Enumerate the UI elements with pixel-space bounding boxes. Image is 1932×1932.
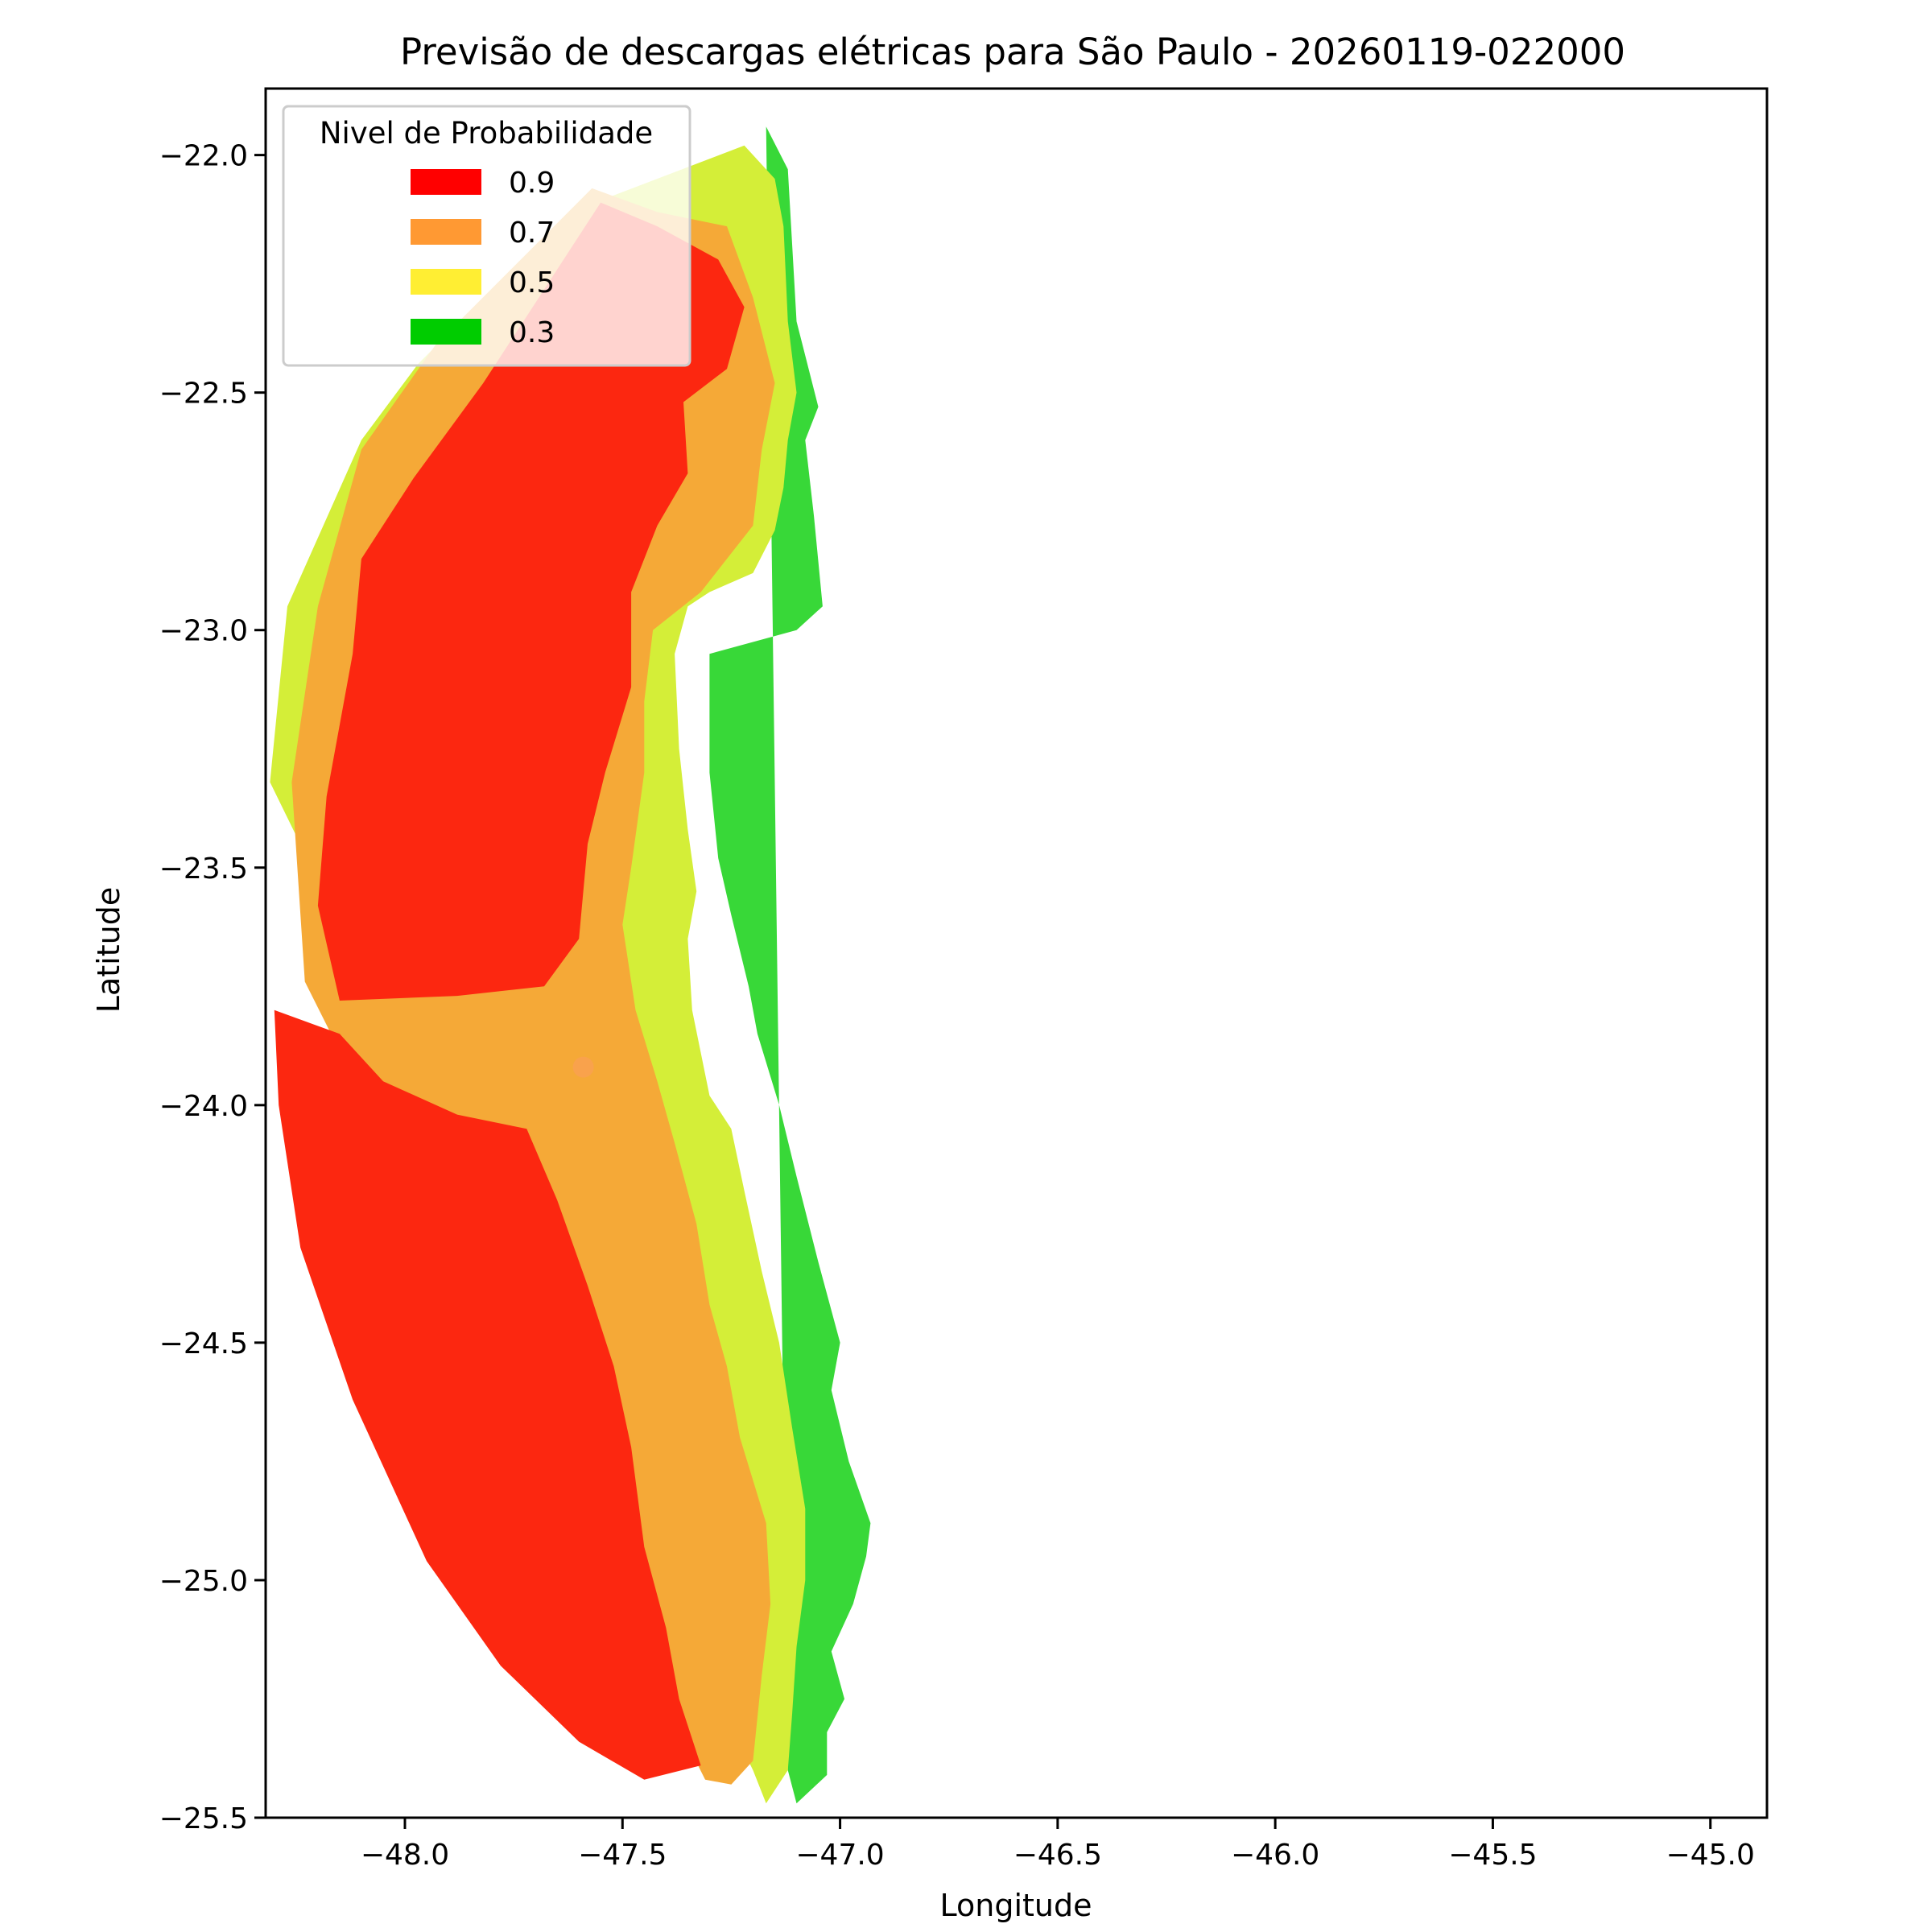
x-tick-label: −45.5	[1448, 1839, 1537, 1872]
probability-region-0-9-3	[317, 202, 745, 1001]
y-tick-label: −23.5	[159, 852, 248, 886]
y-tick-label: −22.0	[159, 140, 248, 173]
x-tick-label: −45.0	[1666, 1839, 1755, 1872]
legend-swatch-0-3	[411, 319, 481, 345]
y-tick-label: −25.5	[159, 1802, 248, 1835]
legend-label-0-5: 0.5	[509, 266, 555, 299]
y-tick-label: −25.0	[159, 1565, 248, 1598]
y-tick-label: −24.0	[159, 1090, 248, 1123]
x-tick-label: −47.5	[578, 1839, 667, 1872]
location-marker	[572, 1056, 594, 1078]
x-tick-label: −46.0	[1231, 1839, 1319, 1872]
legend-swatch-0-9	[411, 169, 481, 195]
legend-label-0-7: 0.7	[509, 217, 555, 250]
legend-label-0-9: 0.9	[509, 167, 555, 200]
x-tick-label: −46.5	[1013, 1839, 1102, 1872]
y-axis-label: Latitude	[91, 887, 126, 1013]
x-tick-label: −47.0	[795, 1839, 884, 1872]
x-axis: −48.0 −47.5 −47.0 −46.5 −46.0 −45.5 −45.0	[361, 1818, 1755, 1872]
legend-swatch-0-7	[411, 219, 481, 245]
y-axis: −22.0 −22.5 −23.0 −23.5 −24.0 −24.5 −25.0 −25.5	[159, 140, 266, 1835]
probability-region-0-3-0	[709, 126, 871, 1804]
legend: Nivel de Probabilidade 0.9 0.7 0.5 0.3	[282, 105, 691, 367]
legend-label-0-3: 0.3	[509, 316, 555, 349]
legend-title: Nivel de Probabilidade	[320, 116, 653, 151]
plot-area-frame	[264, 87, 1769, 1819]
chart-title: Previsão de descargas elétricas para São…	[400, 31, 1625, 73]
x-tick-label: −48.0	[361, 1839, 449, 1872]
legend-swatch-0-5	[411, 269, 481, 295]
legend-entries: 0.9 0.7 0.5 0.3	[411, 167, 555, 349]
probability-map	[270, 126, 871, 1804]
y-tick-label: −23.0	[159, 615, 248, 648]
probability-region-0-9-4	[274, 1009, 701, 1780]
legend-box	[282, 105, 691, 367]
y-tick-label: −22.5	[159, 378, 248, 411]
x-axis-label: Longitude	[940, 1888, 1092, 1923]
y-tick-label: −24.5	[159, 1327, 248, 1360]
